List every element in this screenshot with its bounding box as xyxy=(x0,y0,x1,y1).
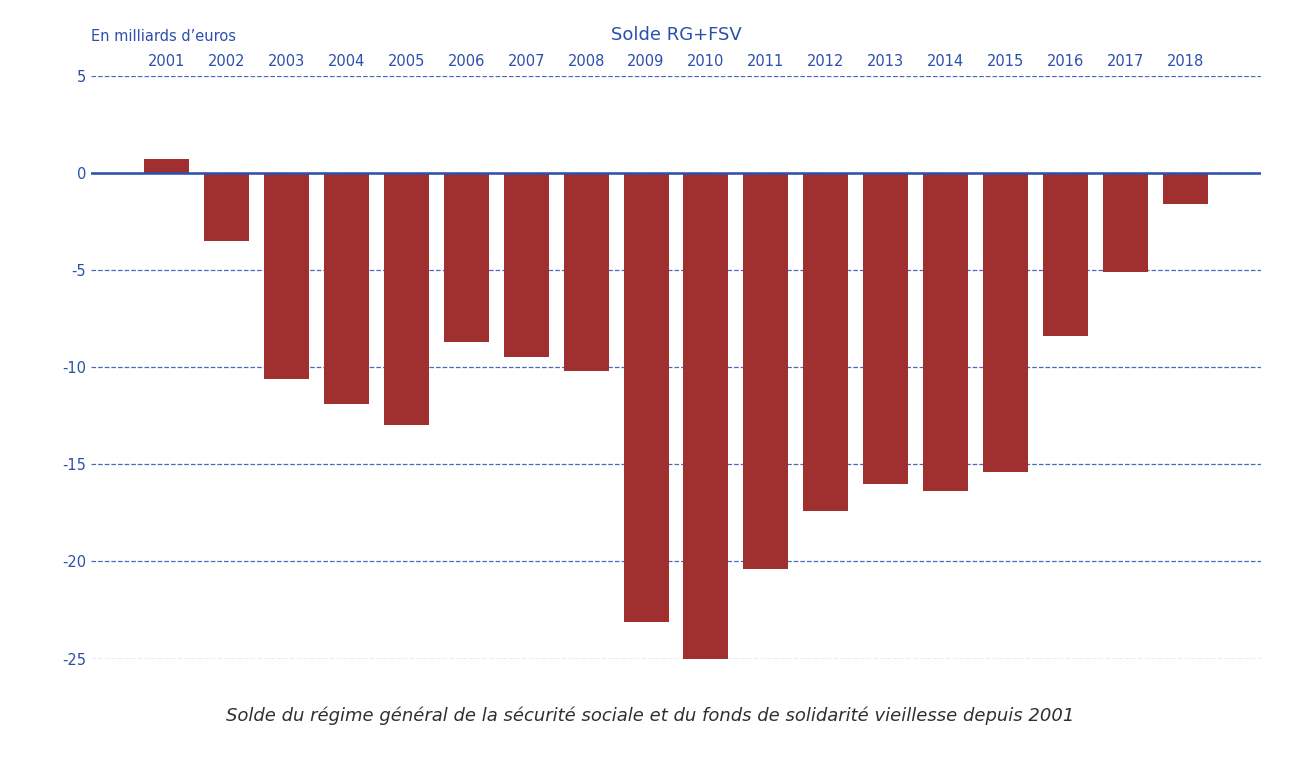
Bar xyxy=(863,173,909,484)
Text: 2016: 2016 xyxy=(1046,54,1084,69)
Text: 2006: 2006 xyxy=(447,54,485,69)
Text: Solde du régime général de la sécurité sociale et du fonds de solidarité vieille: Solde du régime général de la sécurité s… xyxy=(226,706,1074,724)
Text: 2001: 2001 xyxy=(148,54,186,69)
Text: En milliards d’euros: En milliards d’euros xyxy=(91,29,237,44)
Text: 2011: 2011 xyxy=(747,54,784,69)
Text: 2013: 2013 xyxy=(867,54,905,69)
Text: 2012: 2012 xyxy=(807,54,845,69)
Bar xyxy=(684,173,728,659)
Bar xyxy=(1102,173,1148,272)
Text: Solde RG+FSV: Solde RG+FSV xyxy=(611,26,741,44)
Bar xyxy=(803,173,849,511)
Text: 2008: 2008 xyxy=(567,54,604,69)
Bar xyxy=(564,173,608,371)
Bar xyxy=(144,159,188,173)
Bar xyxy=(384,173,429,425)
Text: 2005: 2005 xyxy=(387,54,425,69)
Bar xyxy=(324,173,369,404)
Text: 2009: 2009 xyxy=(628,54,664,69)
Bar xyxy=(983,173,1028,472)
Text: 2003: 2003 xyxy=(268,54,306,69)
Text: 2014: 2014 xyxy=(927,54,965,69)
Bar xyxy=(264,173,309,378)
Bar xyxy=(503,173,549,357)
Text: 2018: 2018 xyxy=(1166,54,1204,69)
Bar xyxy=(923,173,968,491)
Bar xyxy=(204,173,250,241)
Text: 2007: 2007 xyxy=(507,54,545,69)
Bar xyxy=(744,173,788,569)
Text: 2017: 2017 xyxy=(1106,54,1144,69)
Bar xyxy=(443,173,489,342)
Text: 2002: 2002 xyxy=(208,54,246,69)
Text: 2015: 2015 xyxy=(987,54,1024,69)
Text: 2010: 2010 xyxy=(688,54,724,69)
Bar xyxy=(1164,173,1208,204)
Bar xyxy=(1043,173,1088,336)
Bar xyxy=(624,173,668,621)
Text: 2004: 2004 xyxy=(328,54,365,69)
